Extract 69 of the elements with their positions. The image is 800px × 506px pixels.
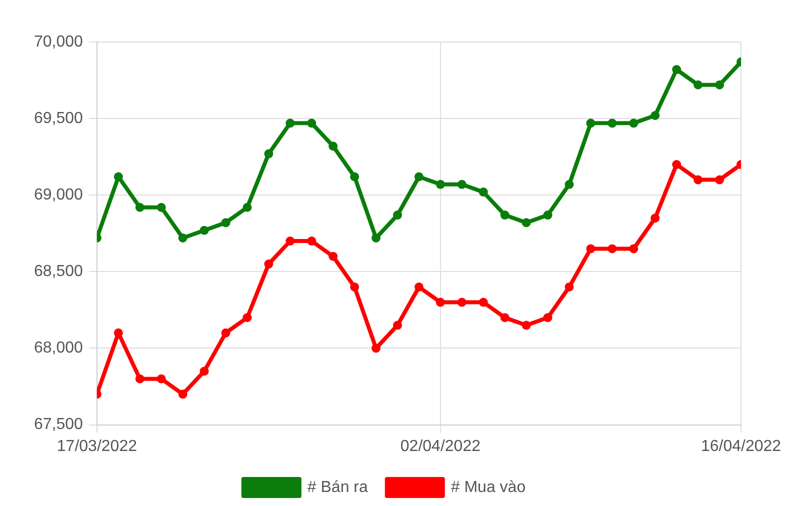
- y-tick-label: 68,500: [34, 263, 84, 280]
- point: [286, 236, 295, 246]
- point: [350, 282, 360, 292]
- point: [372, 344, 381, 353]
- point: [715, 80, 724, 90]
- point: [629, 244, 638, 254]
- point: [307, 118, 316, 128]
- point: [156, 202, 166, 212]
- y-tick-label: 67,500: [34, 416, 84, 434]
- point: [478, 188, 488, 197]
- point: [328, 142, 338, 151]
- point: [135, 374, 144, 384]
- y-tick-label: 68,000: [34, 340, 84, 357]
- y-tick-label: 70,000: [34, 33, 84, 50]
- point: [586, 244, 596, 254]
- point: [350, 172, 360, 182]
- point: [264, 149, 274, 158]
- point: [178, 233, 188, 242]
- point: [200, 226, 209, 235]
- point: [694, 175, 703, 184]
- point: [608, 118, 617, 128]
- point: [586, 118, 596, 128]
- point: [672, 65, 682, 74]
- point: [114, 328, 123, 338]
- point: [564, 180, 574, 189]
- point: [436, 180, 445, 189]
- legend-label: # Bán ra: [307, 478, 368, 496]
- point: [414, 172, 424, 182]
- point: [457, 180, 466, 189]
- point: [543, 313, 552, 322]
- point: [393, 320, 402, 330]
- point: [672, 160, 682, 169]
- point: [242, 202, 252, 212]
- point: [156, 374, 166, 384]
- point: [307, 236, 316, 246]
- point: [372, 233, 381, 242]
- point: [500, 313, 510, 322]
- point: [436, 298, 445, 307]
- point: [200, 366, 209, 376]
- point: [414, 282, 424, 292]
- point: [242, 313, 252, 322]
- point: [650, 214, 660, 223]
- point: [629, 118, 638, 128]
- point: [328, 252, 338, 261]
- point: [564, 282, 574, 292]
- point: [457, 298, 466, 307]
- point: [715, 175, 724, 184]
- x-tick-label: 17/03/2022: [56, 438, 138, 455]
- y-tick-label: 69,500: [34, 110, 84, 127]
- point: [650, 111, 660, 120]
- legend-label: # Mua vào: [450, 478, 526, 496]
- y-tick-label: 69,000: [34, 186, 84, 204]
- point: [478, 298, 488, 307]
- point: [114, 172, 123, 182]
- point: [135, 202, 144, 212]
- point: [522, 320, 531, 330]
- point: [221, 218, 230, 228]
- point: [221, 328, 230, 338]
- point: [393, 210, 402, 220]
- point: [522, 218, 531, 228]
- point: [694, 80, 703, 90]
- point: [286, 118, 295, 128]
- x-tick-label: 02/04/2022: [400, 438, 481, 455]
- point: [178, 390, 188, 399]
- x-tick-label: 16/04/2022: [700, 438, 782, 455]
- point: [608, 244, 617, 254]
- point: [500, 210, 510, 220]
- point: [543, 210, 552, 220]
- point: [264, 260, 274, 269]
